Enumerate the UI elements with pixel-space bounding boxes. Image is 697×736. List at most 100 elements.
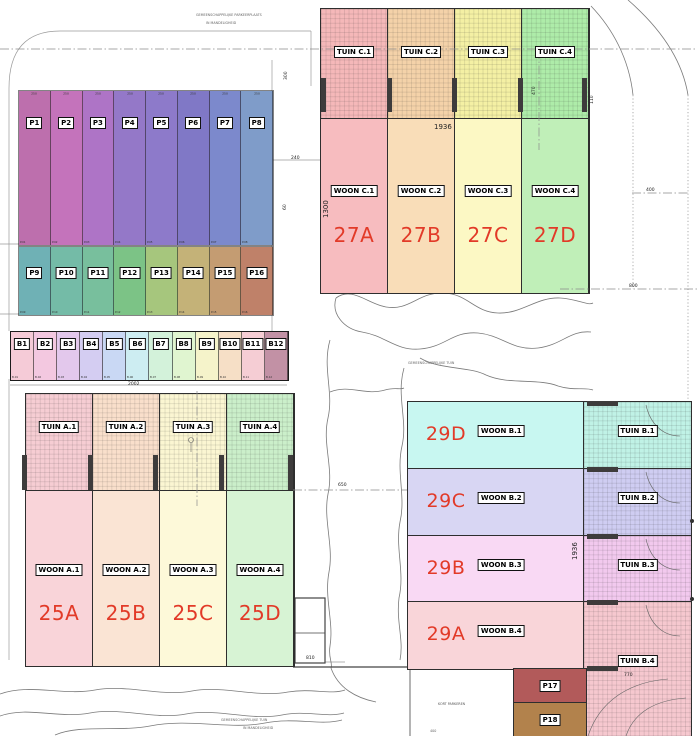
road-curve-right-inner <box>590 5 634 96</box>
stall-label: P18 <box>539 714 561 726</box>
garden-label: TUIN A.4 <box>239 421 281 433</box>
block-c-house-row: WOON C.1 27A WOON C.2 27B WOON C.3 27C W… <box>320 118 590 294</box>
house-number: 25A <box>38 601 80 625</box>
block-b-row: 29A WOON B.4 TUIN B.4 <box>407 601 692 736</box>
garden-label: TUIN C.3 <box>467 46 509 58</box>
garden-label: TUIN B.1 <box>617 425 658 437</box>
storage-unit: B9 B.09 <box>195 332 219 380</box>
parking-stall: P15 P.15 <box>209 247 242 315</box>
storage-unit: B1 B.01 <box>11 332 35 380</box>
wall-segment <box>587 600 618 605</box>
house-number: 27C <box>467 223 509 247</box>
parking-stall: 250 P7 P.07 <box>209 91 242 245</box>
wall-segment <box>387 78 392 112</box>
wall-segment <box>587 534 618 539</box>
storage-unit: B11 B.11 <box>241 332 265 380</box>
house-label: WOON C.3 <box>464 185 512 197</box>
house-parcel: WOON A.3 25C <box>160 491 227 666</box>
wall-segment <box>582 78 587 112</box>
parking-stall: 250 P1 P.01 <box>19 91 51 245</box>
house-label: WOON A.3 <box>169 564 217 576</box>
wall-segment <box>321 78 326 112</box>
small-structure <box>294 597 326 664</box>
house-parcel: WOON C.2 27B <box>388 119 455 293</box>
storage-code: B.01 <box>12 375 19 379</box>
house-number: 27D <box>533 223 577 247</box>
stall-label: P15 <box>214 267 236 279</box>
house-number: 27A <box>333 223 375 247</box>
stall-code: P.08 <box>242 240 248 244</box>
stall-label: P11 <box>87 267 109 279</box>
wall-segment <box>22 455 27 490</box>
parking-stall: P12 P.12 <box>114 247 146 315</box>
stall-width-dim: 250 <box>63 92 69 96</box>
house-number: 25D <box>238 601 282 625</box>
garden-parcel: TUIN C.1 <box>321 9 388 119</box>
dim-left-300: 300 <box>283 71 289 80</box>
stall-code: P.05 <box>147 240 153 244</box>
wall-segment <box>452 78 457 112</box>
storage-unit: B7 B.07 <box>149 332 173 380</box>
storage-code: B.04 <box>81 375 88 379</box>
house-parcel: 29A WOON B.4 <box>407 601 585 670</box>
storage-label: B6 <box>129 338 146 350</box>
stall-code: P.07 <box>210 240 217 244</box>
stall-label: P8 <box>248 117 265 129</box>
stall-code: P.12 <box>115 310 121 314</box>
storage-unit: B10 B.10 <box>218 332 242 380</box>
parking-stall: 250 P2 P.02 <box>50 91 83 245</box>
parking-stall: P16 P.16 <box>241 247 273 315</box>
garden-parcel: TUIN C.4 <box>522 9 589 119</box>
stall-label: P5 <box>153 117 170 129</box>
garden-parcel: TUIN B.2 <box>583 467 692 537</box>
stall-code: P.09 <box>20 310 26 314</box>
block-b-row: 29B WOON B.3 TUIN B.3 <box>407 534 692 604</box>
storage-code: B.05 <box>104 375 111 379</box>
stall-width-dim: 250 <box>95 92 101 96</box>
stall-code: P.11 <box>83 310 90 314</box>
house-label: WOON C.2 <box>397 185 445 197</box>
storage-code: B.09 <box>196 375 203 379</box>
parking-stall-p17: P17 <box>513 668 587 704</box>
storage-unit: B6 B.06 <box>126 332 150 380</box>
storage-code: B.02 <box>35 375 42 379</box>
house-label: WOON A.1 <box>35 564 83 576</box>
garden-label: TUIN C.1 <box>333 46 375 58</box>
garden-parcel: TUIN A.3 <box>160 394 227 491</box>
house-parcel: WOON C.1 27A <box>321 119 388 293</box>
house-number: 29C <box>426 489 466 512</box>
garden-label: TUIN C.4 <box>534 46 576 58</box>
garden-label: TUIN B.2 <box>617 491 658 504</box>
house-label: WOON C.1 <box>330 185 378 197</box>
storage-label: B10 <box>219 338 241 350</box>
stall-code: P.16 <box>242 310 248 314</box>
house-parcel: WOON A.2 25B <box>93 491 160 666</box>
storage-code: B.08 <box>173 375 180 379</box>
storage-label: B4 <box>83 338 100 350</box>
wall-segment <box>153 455 158 490</box>
storage-label: B8 <box>175 338 192 350</box>
storage-label: B12 <box>265 338 287 350</box>
house-label: WOON A.4 <box>236 564 284 576</box>
house-number: 29D <box>425 423 467 445</box>
road-curve-right-outer <box>627 0 689 96</box>
storage-unit: B2 B.02 <box>34 332 58 380</box>
storage-label: B7 <box>152 338 169 350</box>
stall-label: P6 <box>185 117 202 129</box>
house-label: WOON A.2 <box>102 564 150 576</box>
stall-width-dim: 250 <box>222 92 228 96</box>
stall-width-dim: 250 <box>190 92 196 96</box>
parking-stall: 250 P6 P.06 <box>177 91 210 245</box>
parking-row-2: P9 P.09 P10 P.10 P11 P.11 P12 P.12 P13 P… <box>18 246 274 316</box>
storage-label: B3 <box>60 338 77 350</box>
dim-tuin-b4: 770 <box>624 672 633 678</box>
stall-label: P10 <box>55 267 77 279</box>
garden-parcel: TUIN A.2 <box>93 394 160 491</box>
stall-code: P.15 <box>210 310 217 314</box>
house-parcel: WOON C.3 27C <box>455 119 522 293</box>
storage-strip: B1 B.01 B2 B.02 B3 B.03 B4 B.04 B5 B.05 <box>10 331 289 381</box>
dim-strip-2002: 2002 <box>128 381 140 387</box>
garden-label: TUIN A.1 <box>38 421 80 433</box>
dim-right-800: 800 <box>629 283 638 289</box>
